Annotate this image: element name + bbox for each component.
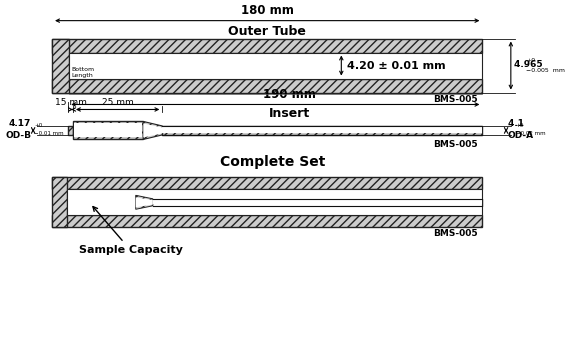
Text: 25 mm: 25 mm	[102, 99, 133, 108]
Bar	[52, 215, 482, 227]
Bar	[69, 199, 79, 206]
Text: 15 mm: 15 mm	[55, 99, 86, 108]
Text: BMS-005: BMS-005	[433, 140, 478, 149]
Text: OD-B: OD-B	[5, 131, 31, 140]
Bar	[79, 195, 136, 209]
Bar	[68, 126, 73, 135]
Bar	[68, 189, 482, 215]
Text: Sample Capacity: Sample Capacity	[79, 207, 182, 255]
Bar	[73, 121, 143, 139]
Bar	[52, 78, 482, 93]
Text: −0.02 mm: −0.02 mm	[516, 131, 545, 136]
Bar	[52, 177, 482, 189]
Bar	[153, 200, 482, 204]
Text: BMS-005: BMS-005	[433, 95, 478, 104]
Text: OD-A: OD-A	[508, 131, 534, 140]
FancyBboxPatch shape	[0, 0, 546, 360]
Bar	[153, 199, 482, 206]
Text: 190 mm: 190 mm	[263, 89, 316, 102]
Polygon shape	[136, 197, 153, 207]
Text: 4.17: 4.17	[9, 120, 31, 129]
Text: Insert: Insert	[269, 108, 310, 121]
Text: +0: +0	[526, 58, 535, 63]
Bar	[162, 127, 482, 134]
Text: +0: +0	[516, 123, 524, 128]
Bar	[162, 126, 482, 135]
Bar	[52, 39, 482, 53]
Text: −0.01 mm: −0.01 mm	[34, 131, 64, 136]
Text: 4.20 ± 0.01 mm: 4.20 ± 0.01 mm	[347, 60, 446, 71]
Polygon shape	[143, 121, 162, 139]
Text: BMS-005: BMS-005	[433, 229, 478, 238]
Text: Complete Set: Complete Set	[220, 156, 325, 170]
Text: Bottom
Length: Bottom Length	[71, 67, 94, 77]
Text: 4.1: 4.1	[508, 120, 527, 129]
Polygon shape	[136, 195, 153, 209]
Text: 180 mm: 180 mm	[241, 4, 294, 17]
Polygon shape	[143, 123, 162, 138]
Bar	[80, 197, 134, 207]
Text: −0.005  mm: −0.005 mm	[526, 68, 565, 73]
Text: Outer Tube: Outer Tube	[228, 24, 306, 38]
Bar	[52, 39, 69, 93]
Bar	[74, 123, 142, 138]
Text: 4.965: 4.965	[513, 60, 545, 69]
Bar	[52, 177, 68, 227]
Text: +0: +0	[34, 123, 43, 128]
Bar	[69, 53, 482, 78]
